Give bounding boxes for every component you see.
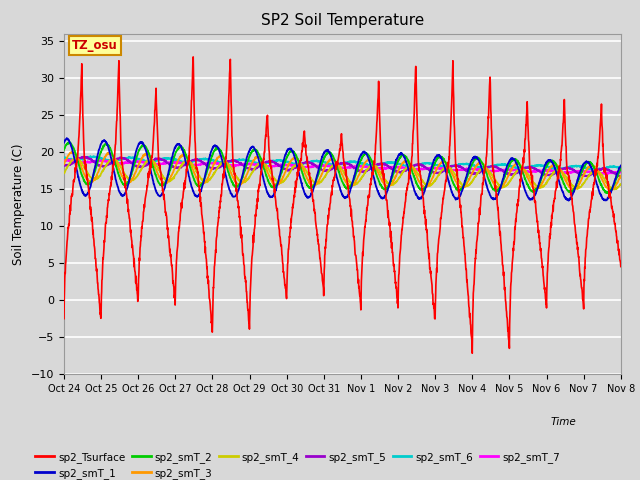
Y-axis label: Soil Temperature (C): Soil Temperature (C): [12, 143, 26, 265]
Text: Time: Time: [550, 417, 576, 427]
Legend: sp2_Tsurface, sp2_smT_1, sp2_smT_2, sp2_smT_3, sp2_smT_4, sp2_smT_5, sp2_smT_6, : sp2_Tsurface, sp2_smT_1, sp2_smT_2, sp2_…: [31, 448, 564, 480]
Title: SP2 Soil Temperature: SP2 Soil Temperature: [260, 13, 424, 28]
Text: TZ_osu: TZ_osu: [72, 39, 118, 52]
